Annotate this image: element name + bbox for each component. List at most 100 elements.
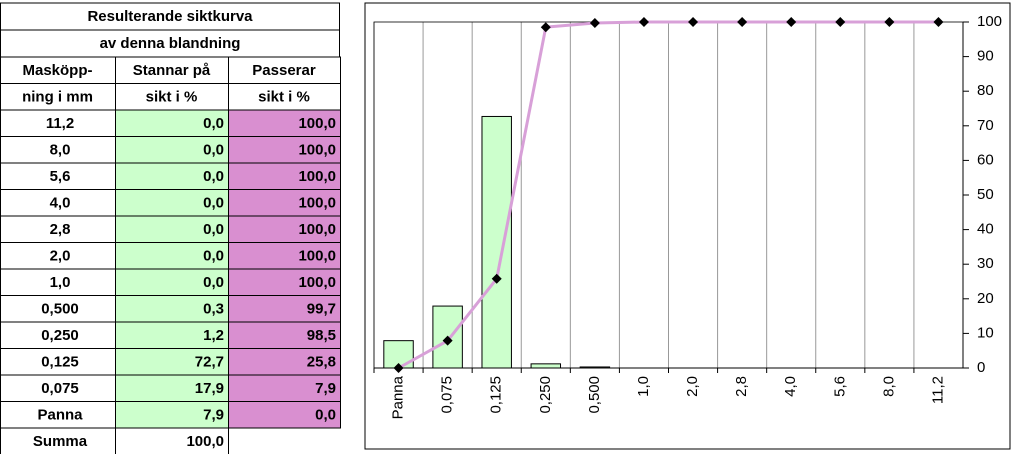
y-tick-label: 50 <box>977 186 994 203</box>
cell <box>228 162 341 190</box>
sieve-size: 8,0 <box>50 141 71 158</box>
y-tick-label: 0 <box>977 359 985 376</box>
line-marker <box>589 18 600 29</box>
line-marker <box>393 363 404 373</box>
y-tick-label: 30 <box>977 255 994 272</box>
cell <box>228 321 341 349</box>
y-tick-label: 100 <box>977 13 1002 30</box>
table-value: 0,0 <box>203 194 224 211</box>
table-value: 100,0 <box>298 247 336 264</box>
cell <box>115 374 229 402</box>
table-value: 0,0 <box>203 141 224 158</box>
line-marker <box>688 17 699 27</box>
cell <box>115 215 229 243</box>
table-value: 100,0 <box>298 274 336 291</box>
x-tick-label: 0,250 <box>537 376 554 414</box>
sieve-size: 4,0 <box>50 194 71 211</box>
table-value: 0,3 <box>203 300 224 317</box>
cell <box>115 348 229 376</box>
y-tick-label: 60 <box>977 151 994 168</box>
column-header: sikt i % <box>146 88 198 105</box>
line-marker <box>540 22 551 33</box>
sum-value: 100,0 <box>186 433 224 450</box>
table-value: 1,2 <box>203 327 224 344</box>
cell <box>115 401 229 429</box>
cell <box>0 295 116 323</box>
x-tick-label: 5,6 <box>831 376 848 397</box>
table-title: Resulterande siktkurva <box>87 8 253 25</box>
cell <box>228 189 341 217</box>
cell <box>0 215 116 243</box>
header-cell <box>115 83 229 111</box>
table-value: 100,0 <box>298 141 336 158</box>
sieve-size: 1,0 <box>50 274 71 291</box>
cell <box>0 109 116 137</box>
cell <box>115 268 229 296</box>
table-value: 100,0 <box>298 194 336 211</box>
y-tick-label: 70 <box>977 117 994 134</box>
column-header: ning i mm <box>22 88 93 105</box>
line-marker <box>491 273 502 284</box>
x-tick-label: 8,0 <box>880 376 897 397</box>
x-tick-label: Panna <box>390 375 407 419</box>
cell <box>0 189 116 217</box>
y-tick-label: 80 <box>977 82 994 99</box>
sieve-size: 2,8 <box>50 221 71 238</box>
title-cell <box>0 29 340 58</box>
table-value: 100,0 <box>298 168 336 185</box>
cell <box>115 242 229 270</box>
line-marker <box>884 17 895 27</box>
column-header: Passerar <box>252 62 316 79</box>
x-tick-label: 11,2 <box>929 376 946 404</box>
table-value: 100,0 <box>298 115 336 132</box>
table-value: 99,7 <box>307 300 336 317</box>
x-tick-label: 0,500 <box>586 376 603 414</box>
sieve-size: 0,075 <box>41 380 79 397</box>
table-value: 100,0 <box>298 221 336 238</box>
cell <box>228 215 341 243</box>
table-title: av denna blandning <box>100 35 241 52</box>
sieve-size: 0,250 <box>41 327 79 344</box>
sieve-size: 0,500 <box>41 300 79 317</box>
x-tick-label: 0,125 <box>488 376 505 414</box>
cell <box>228 242 341 270</box>
cell <box>0 136 116 164</box>
column-header: Stannar på <box>133 62 211 79</box>
line-marker <box>835 17 846 27</box>
cell <box>115 136 229 164</box>
cell <box>0 401 116 429</box>
cell <box>0 242 116 270</box>
x-tick-label: 2,0 <box>684 376 701 397</box>
cell <box>0 427 116 454</box>
table-value: 0,0 <box>203 221 224 238</box>
y-tick-label: 90 <box>977 48 994 65</box>
table-value: 72,7 <box>195 353 224 370</box>
bar <box>481 115 512 369</box>
x-tick-label: 2,8 <box>733 376 750 397</box>
header-cell <box>228 83 341 111</box>
bar <box>530 363 562 369</box>
line-marker <box>786 17 797 27</box>
cell <box>115 162 229 190</box>
sum-label: Summa <box>33 433 88 450</box>
y-tick-label: 40 <box>977 221 994 238</box>
x-tick-label: 0,075 <box>439 376 456 414</box>
column-header: Masköpp- <box>22 62 92 79</box>
table-value: 25,8 <box>307 353 336 370</box>
table-value: 98,5 <box>307 327 336 344</box>
cell <box>228 136 341 164</box>
line-marker <box>442 335 453 346</box>
table-value: 7,9 <box>315 380 336 397</box>
x-tick-label: 1,0 <box>635 376 652 397</box>
sieve-size: 2,0 <box>50 247 71 264</box>
sieve-size: 5,6 <box>50 168 71 185</box>
sieve-size: 0,125 <box>41 353 79 370</box>
sieve-size: 11,2 <box>46 115 74 132</box>
cell <box>115 427 229 454</box>
column-header: sikt i % <box>258 88 310 105</box>
cell <box>228 109 341 137</box>
table-value: 7,9 <box>203 406 224 423</box>
x-tick-label: 4,0 <box>782 376 799 397</box>
cell <box>228 401 341 429</box>
line-marker <box>737 17 748 27</box>
